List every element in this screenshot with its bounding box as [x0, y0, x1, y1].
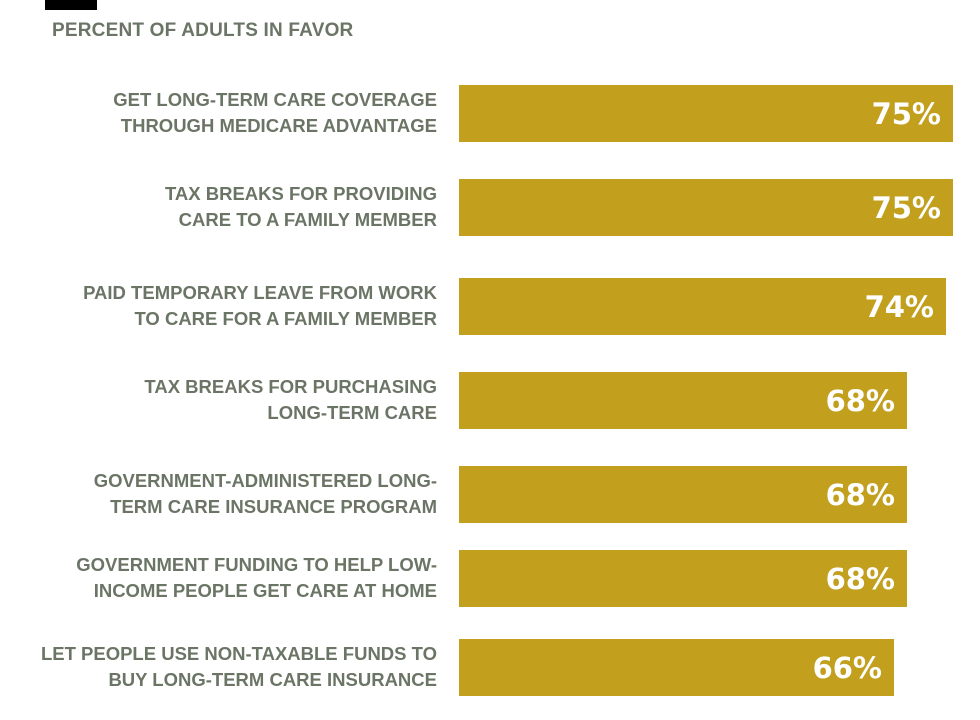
- bar: 68%: [459, 466, 907, 523]
- bar-value-label: 75%: [871, 96, 941, 131]
- category-label-line: CARE TO A FAMILY MEMBER: [178, 209, 437, 230]
- bar-value-label: 75%: [871, 190, 941, 225]
- bar: 68%: [459, 550, 907, 607]
- chart-subtitle: PERCENT OF ADULTS IN FAVOR: [52, 20, 354, 41]
- bar: 68%: [459, 372, 907, 429]
- bar-value-label: 66%: [812, 650, 882, 685]
- bar-value-label: 74%: [864, 289, 934, 324]
- bar-value-label: 68%: [825, 477, 895, 512]
- category-label-line: INCOME PEOPLE GET CARE AT HOME: [93, 580, 437, 601]
- category-label-line: THROUGH MEDICARE ADVANTAGE: [120, 115, 437, 136]
- category-label-line: LONG-TERM CARE: [267, 402, 437, 423]
- category-label-line: TAX BREAKS FOR PROVIDING: [164, 183, 437, 204]
- category-label: LET PEOPLE USE NON-TAXABLE FUNDS TO BUY L…: [7, 641, 437, 693]
- category-label: GOVERNMENT FUNDING TO HELP LOW- INCOME PE…: [7, 552, 437, 604]
- category-label-line: TO CARE FOR A FAMILY MEMBER: [134, 308, 437, 329]
- bar-value-label: 68%: [825, 383, 895, 418]
- bar: 75%: [459, 85, 953, 142]
- bar: 66%: [459, 639, 894, 696]
- category-label-line: GOVERNMENT-ADMINISTERED LONG-: [93, 470, 437, 491]
- category-label-line: TAX BREAKS FOR PURCHASING: [144, 376, 437, 397]
- category-label-line: BUY LONG-TERM CARE INSURANCE: [108, 669, 437, 690]
- category-label-line: PAID TEMPORARY LEAVE FROM WORK: [83, 282, 437, 303]
- category-label-line: TERM CARE INSURANCE PROGRAM: [110, 496, 437, 517]
- bar-value-label: 68%: [825, 561, 895, 596]
- category-label: PAID TEMPORARY LEAVE FROM WORK TO CARE FO…: [7, 280, 437, 332]
- category-label: GOVERNMENT-ADMINISTERED LONG- TERM CARE I…: [7, 468, 437, 520]
- category-label: GET LONG-TERM CARE COVERAGE THROUGH MEDIC…: [7, 87, 437, 139]
- header-black-block: [45, 0, 97, 10]
- category-label-line: GET LONG-TERM CARE COVERAGE: [113, 89, 437, 110]
- category-label-line: GOVERNMENT FUNDING TO HELP LOW-: [76, 554, 437, 575]
- bar: 75%: [459, 179, 953, 236]
- category-label: TAX BREAKS FOR PURCHASING LONG-TERM CARE: [7, 374, 437, 426]
- category-label-line: LET PEOPLE USE NON-TAXABLE FUNDS TO: [40, 643, 437, 664]
- category-label: TAX BREAKS FOR PROVIDING CARE TO A FAMILY…: [7, 181, 437, 233]
- bar: 74%: [459, 278, 946, 335]
